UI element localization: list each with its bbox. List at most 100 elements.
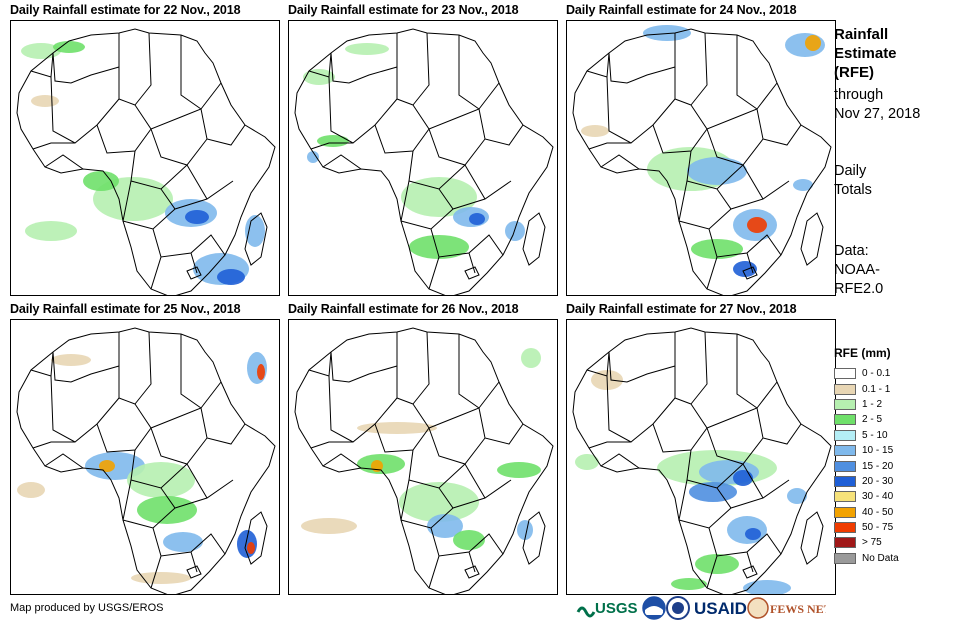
- country-border: [50, 76, 120, 144]
- country-border: [322, 453, 362, 469]
- rainfall-area: [31, 95, 59, 107]
- country-border: [32, 142, 75, 150]
- coastline: [294, 327, 554, 594]
- country-border: [150, 427, 208, 465]
- rainfall-area: [51, 354, 91, 366]
- legend-label: 15 - 20: [862, 460, 894, 472]
- country-border: [400, 180, 454, 230]
- rainfall-area: [185, 210, 209, 224]
- rainfall-areas: [21, 41, 265, 285]
- rainfall-area: [301, 518, 357, 534]
- rainfall-area: [787, 488, 807, 504]
- country-border: [706, 427, 764, 465]
- country-border: [374, 104, 430, 154]
- country-border: [736, 334, 758, 409]
- legend-item: 20 - 30: [834, 474, 899, 489]
- country-border: [428, 128, 486, 166]
- rainfall-area: [689, 482, 737, 502]
- coastline: [16, 327, 276, 594]
- credit-text: Map produced by USGS/EROS: [10, 602, 164, 614]
- legend-swatch: [834, 491, 856, 503]
- title-line: (RFE): [834, 64, 874, 81]
- rainfall-area: [643, 25, 691, 41]
- legend-label: No Data: [862, 552, 899, 564]
- rainfall-area: [687, 157, 747, 185]
- rainfall-area: [427, 514, 463, 538]
- country-border: [44, 453, 84, 469]
- country-border: [690, 331, 708, 405]
- rainfall-map: [566, 319, 836, 595]
- country-border: [96, 104, 152, 154]
- africa-map: [572, 25, 832, 295]
- country-border: [412, 331, 430, 405]
- legend-label: 10 - 15: [862, 445, 894, 457]
- legend-item: 30 - 40: [834, 489, 899, 504]
- country-border: [742, 463, 764, 499]
- map-panel-nov27: Daily Rainfall estimate for 27 Nov., 201…: [566, 302, 844, 595]
- agency-logos: USGS USAID FEWS NET: [576, 596, 826, 620]
- country-border: [160, 180, 234, 210]
- rainfall-area: [745, 528, 761, 540]
- lesotho-outline: [186, 565, 202, 579]
- country-border: [200, 407, 246, 445]
- legend-item: 1 - 2: [834, 397, 899, 412]
- country-border: [428, 381, 500, 429]
- usaid-logo-text: USAID: [694, 599, 747, 618]
- country-border: [32, 441, 75, 449]
- country-border: [608, 52, 676, 84]
- lesotho-outline: [742, 565, 758, 579]
- country-border: [310, 441, 353, 449]
- country-border: [588, 142, 631, 150]
- country-border: [678, 180, 732, 230]
- legend-swatch: [834, 506, 856, 518]
- rainfall-area: [247, 542, 255, 554]
- country-border: [200, 108, 246, 146]
- coastline: [16, 28, 276, 295]
- rainfall-area: [505, 221, 525, 241]
- rainfall-area: [581, 125, 609, 137]
- country-border: [50, 375, 120, 443]
- rainfall-area: [575, 454, 599, 470]
- rainfall-area: [517, 520, 533, 540]
- country-border: [600, 154, 640, 170]
- legend-item: No Data: [834, 551, 899, 566]
- africa-map: [16, 28, 276, 295]
- rainfall-area: [163, 532, 203, 552]
- country-border: [328, 76, 398, 144]
- rainfall-areas: [17, 352, 267, 584]
- country-border: [428, 427, 486, 465]
- country-border: [186, 164, 208, 200]
- country-border: [52, 351, 120, 383]
- panel-title: Daily Rainfall estimate for 27 Nov., 201…: [566, 302, 797, 316]
- country-border: [756, 407, 802, 445]
- rainfall-area: [357, 422, 437, 434]
- madagascar-outline: [800, 511, 824, 565]
- country-border: [706, 82, 778, 130]
- legend-label: 5 - 10: [862, 429, 888, 441]
- country-border: [408, 150, 466, 190]
- legend-label: 0 - 0.1: [862, 368, 891, 380]
- legend-label: 0.1 - 1: [862, 383, 891, 395]
- rainfall-area: [747, 217, 767, 233]
- legend-swatch: [834, 522, 856, 534]
- country-border: [464, 164, 486, 200]
- country-border: [408, 449, 466, 489]
- legend-label: 1 - 2: [862, 398, 883, 410]
- country-border: [608, 351, 676, 383]
- country-border: [180, 334, 202, 409]
- through-value: Nov 27, 2018: [834, 106, 921, 122]
- rainfall-area: [409, 235, 469, 259]
- legend-item: 0 - 0.1: [834, 366, 899, 381]
- africa-map: [16, 327, 276, 594]
- rainfall-area: [691, 239, 743, 259]
- rainfall-area: [217, 269, 245, 285]
- country-border: [190, 551, 198, 573]
- country-border: [130, 150, 188, 190]
- legend-swatch: [834, 475, 856, 487]
- data-line: Data:: [834, 243, 869, 259]
- rainfall-area: [469, 213, 485, 225]
- legend-swatch: [834, 460, 856, 472]
- rainfall-area: [671, 578, 707, 590]
- country-border: [330, 52, 398, 84]
- rainfall-map: [566, 20, 836, 296]
